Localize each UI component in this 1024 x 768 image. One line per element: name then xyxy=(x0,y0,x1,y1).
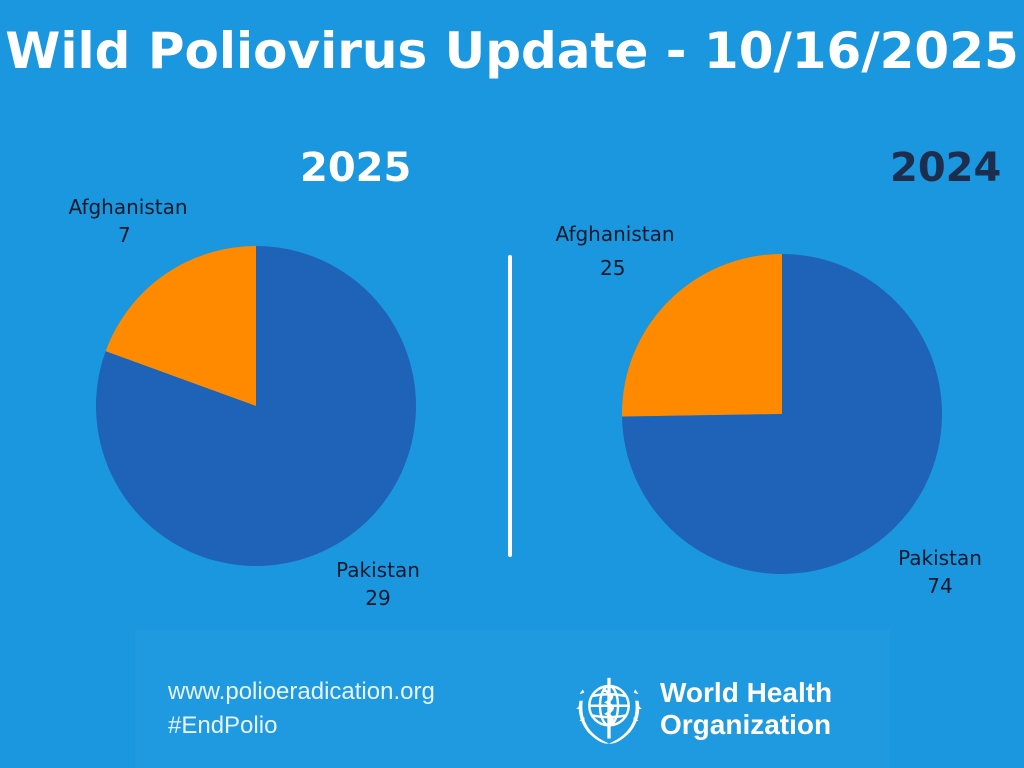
label-2025-afghanistan-name: Afghanistan xyxy=(68,195,188,219)
pie-2025-slice-pakistan xyxy=(96,246,417,566)
footer-band xyxy=(135,630,890,768)
pie-2025-slice-afghanistan xyxy=(105,246,257,406)
footer-url[interactable]: www.polioeradication.org xyxy=(168,678,435,705)
label-2024-afghanistan-value: 25 xyxy=(600,256,626,280)
label-2024-afghanistan: Afghanistan 25 xyxy=(545,220,685,282)
label-2025-afghanistan: Afghanistan 7 xyxy=(58,193,198,249)
chart-title-2024: 2024 xyxy=(890,145,1002,191)
footer-hashtag: #EndPolio xyxy=(168,712,278,739)
label-2025-afghanistan-value: 7 xyxy=(118,223,131,247)
label-2025-pakistan: Pakistan 29 xyxy=(318,556,438,612)
label-2024-pakistan-name: Pakistan xyxy=(898,546,982,570)
pie-2024-slice-afghanistan xyxy=(622,254,782,417)
who-emblem-icon xyxy=(576,677,642,744)
label-2024-pakistan-value: 74 xyxy=(927,574,953,598)
label-2024-pakistan: Pakistan 74 xyxy=(880,544,1000,600)
label-2025-pakistan-value: 29 xyxy=(365,586,391,610)
chart-title-2025: 2025 xyxy=(300,145,412,191)
pie-2024-slice-pakistan xyxy=(622,254,943,574)
label-2024-afghanistan-name: Afghanistan xyxy=(555,222,675,246)
label-2025-pakistan-name: Pakistan xyxy=(336,558,420,582)
page-title: Wild Poliovirus Update - 10/16/2025 xyxy=(5,22,1019,80)
who-name-line1: World Health xyxy=(660,677,833,708)
who-name-line2: Organization xyxy=(660,709,832,740)
chart-divider xyxy=(508,255,512,557)
